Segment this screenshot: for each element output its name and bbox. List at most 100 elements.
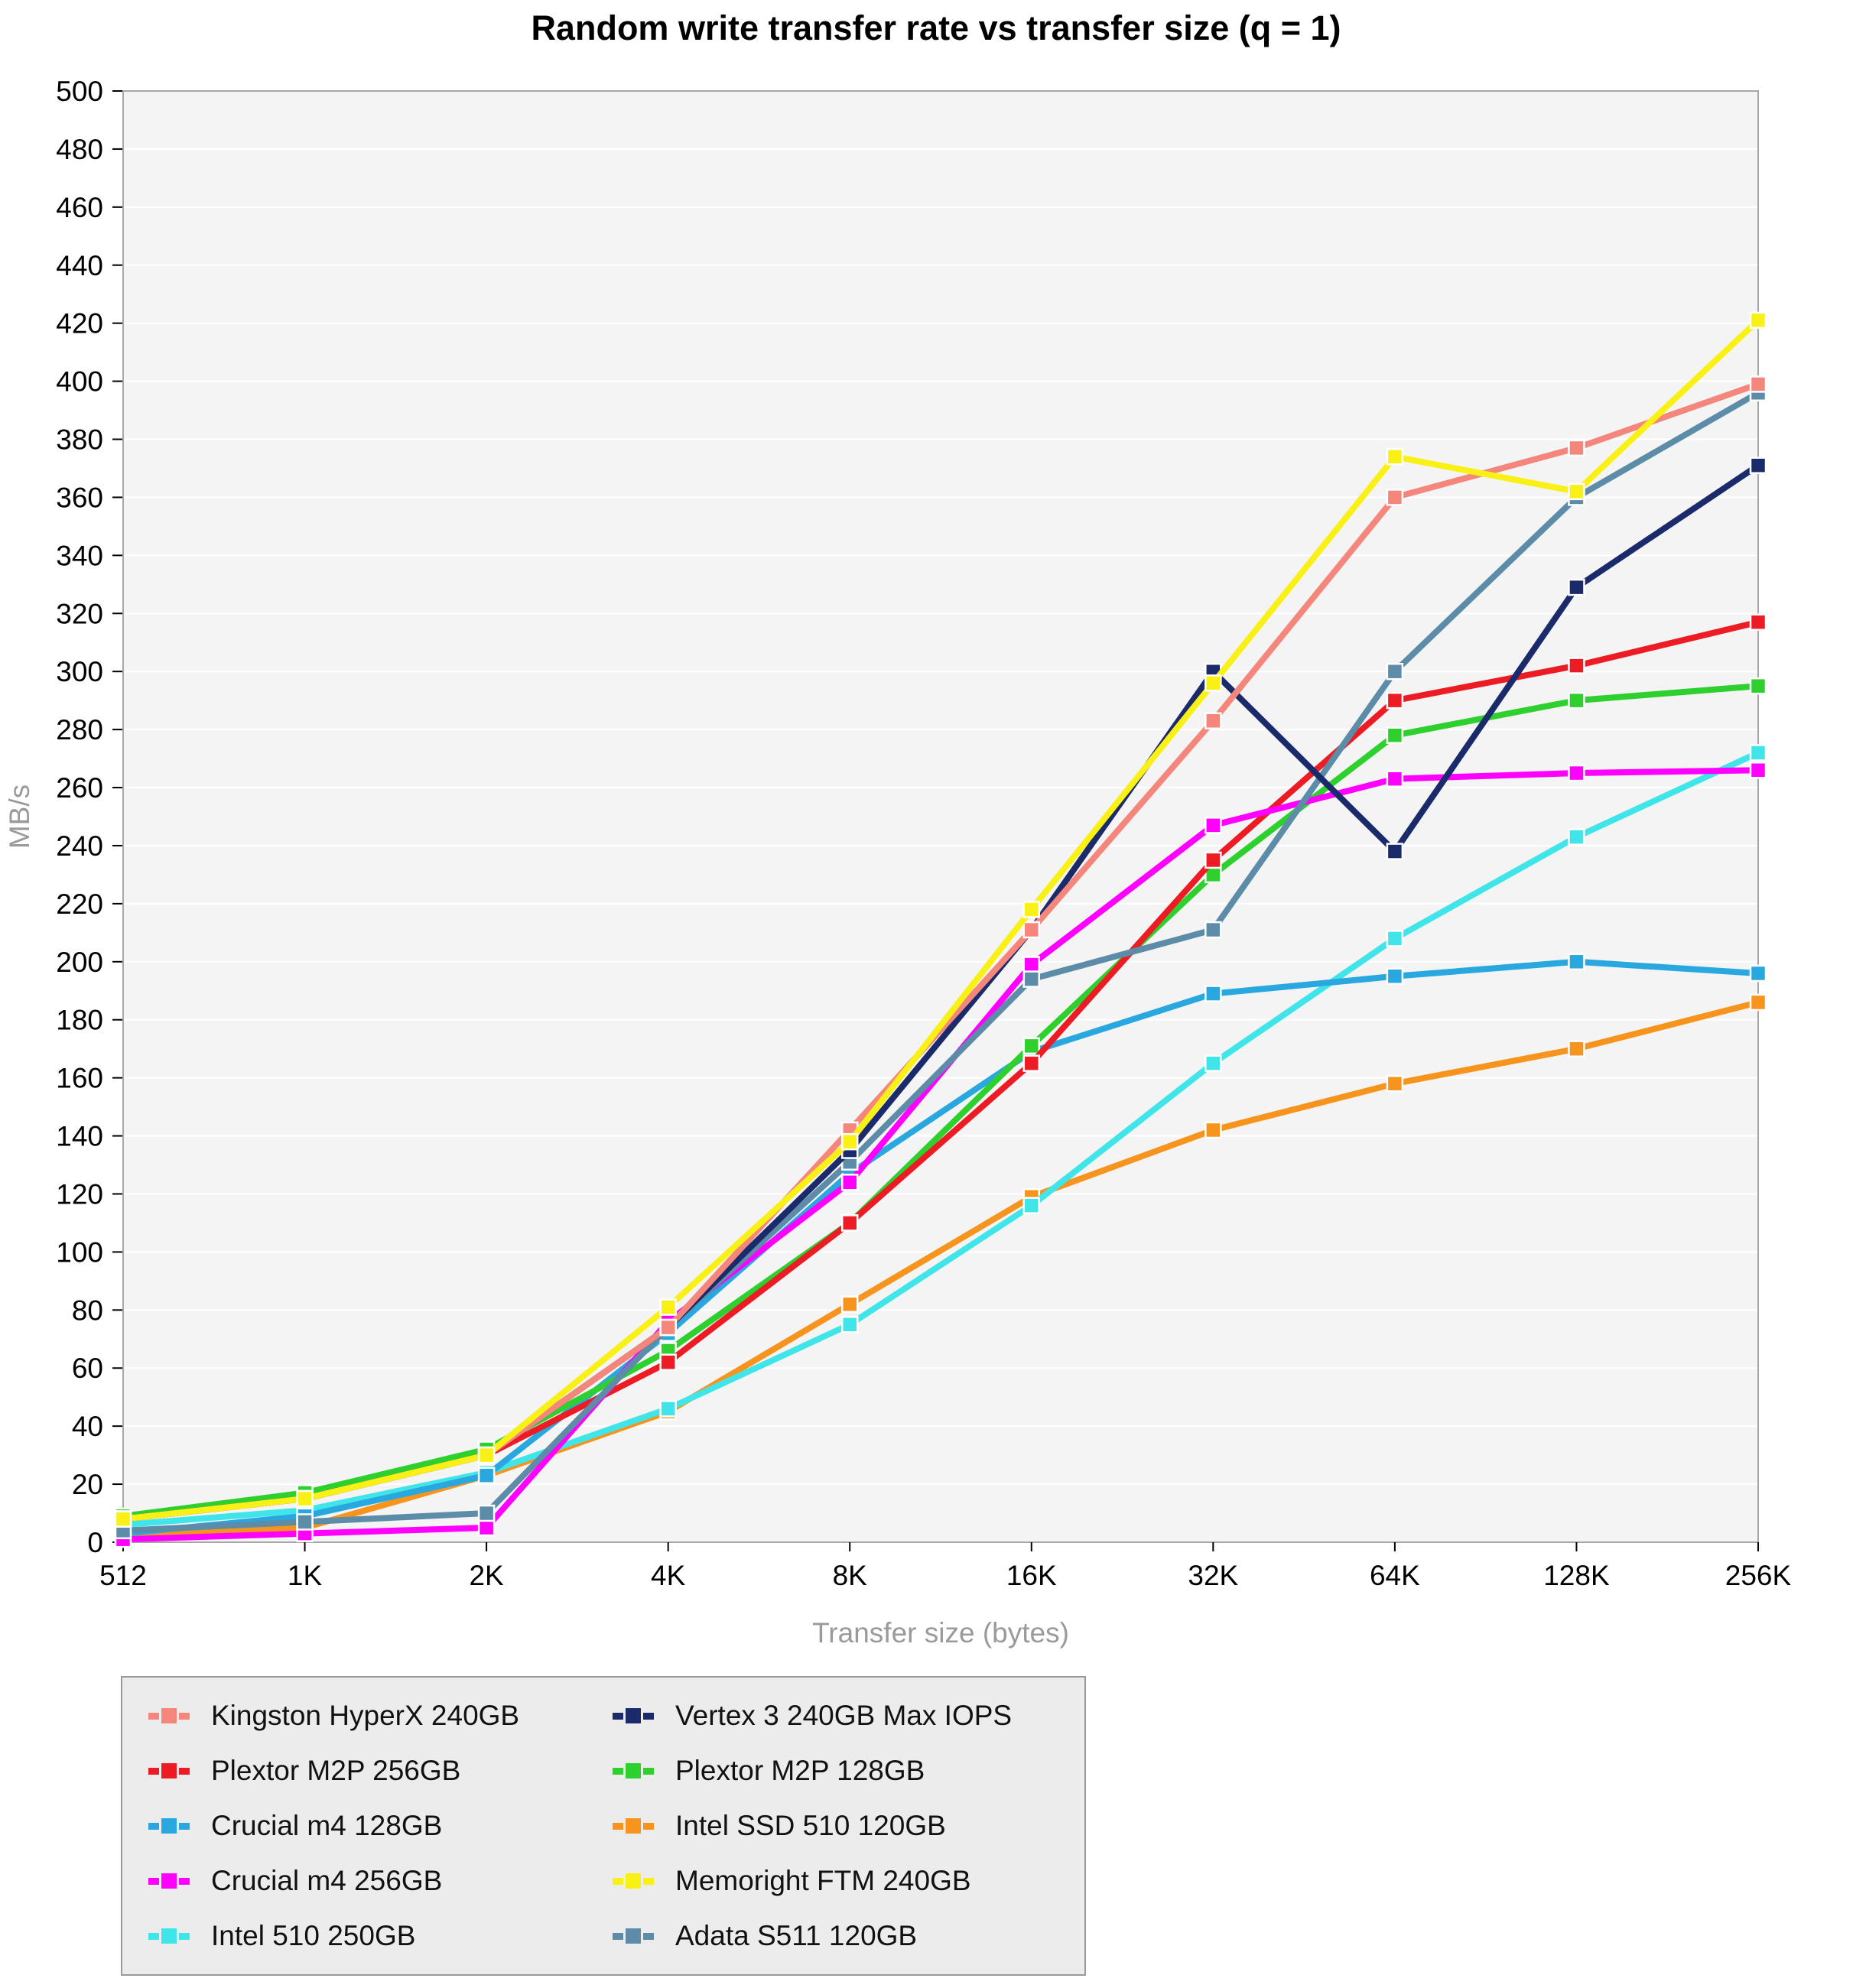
- chart-title: Random write transfer rate vs transfer s…: [531, 8, 1341, 47]
- y-tick-label: 340: [56, 540, 103, 571]
- legend-item-vertex-3-240gb-max-iops: Vertex 3 240GB Max IOPS: [613, 1688, 1077, 1743]
- x-tick-label: 16K: [1006, 1560, 1057, 1591]
- legend-line-square-icon: [148, 1706, 190, 1726]
- data-point-marker: [1568, 764, 1585, 782]
- data-point-marker: [1749, 613, 1767, 631]
- legend-item-crucial-m4-256gb: Crucial m4 256GB: [148, 1853, 613, 1908]
- data-point-marker: [1204, 921, 1222, 939]
- data-point-marker: [114, 1510, 132, 1528]
- data-point-marker: [477, 1519, 496, 1537]
- legend-label: Kingston HyperX 240GB: [211, 1700, 520, 1731]
- data-point-marker: [1204, 817, 1222, 834]
- data-point-marker: [1022, 970, 1041, 988]
- series-line: [120, 317, 1761, 1522]
- data-point-marker: [1386, 930, 1404, 947]
- y-tick-label: 200: [56, 947, 103, 978]
- y-tick-label: 380: [56, 424, 103, 456]
- series-line: [120, 958, 1761, 1537]
- legend-line-square-icon: [148, 1926, 190, 1946]
- legend-item-intel-ssd-510-120gb: Intel SSD 510 120GB: [613, 1798, 1077, 1853]
- data-point-marker: [1568, 828, 1585, 846]
- data-point-marker: [659, 1353, 677, 1371]
- data-point-marker: [296, 1513, 314, 1531]
- transfer-rate-chart: 0 20 40 60 80 100 120 140 160 180 200 220 240 260 280 3…: [4, 8, 1792, 1649]
- y-tick-label: 300: [56, 656, 103, 687]
- data-point-marker: [1204, 851, 1222, 869]
- y-tick-label: 180: [56, 1005, 103, 1036]
- x-tick-label: 1K: [288, 1560, 323, 1591]
- y-tick-label: 460: [56, 192, 103, 223]
- y-tick-label: 400: [56, 366, 103, 398]
- y-tick-label: 60: [72, 1353, 103, 1384]
- y-tick-label: 420: [56, 308, 103, 339]
- data-point-marker: [840, 1174, 859, 1191]
- x-tick-label: 4K: [651, 1560, 686, 1591]
- y-tick-label: 100: [56, 1236, 103, 1268]
- legend-label: Intel 510 250GB: [211, 1920, 416, 1951]
- data-point-marker: [1386, 967, 1404, 986]
- data-point-marker: [1386, 448, 1404, 466]
- y-tick-label: 360: [56, 482, 103, 513]
- data-point-marker: [1386, 489, 1404, 506]
- y-tick-label: 500: [56, 76, 103, 107]
- series-line: [120, 389, 1761, 1534]
- y-tick-label: 280: [56, 714, 103, 746]
- x-tick-label: 32K: [1188, 1560, 1238, 1591]
- legend-item-plextor-m2p-128gb: Plextor M2P 128GB: [613, 1743, 1077, 1798]
- y-tick-label: 260: [56, 772, 103, 804]
- legend-label: Vertex 3 240GB Max IOPS: [675, 1700, 1013, 1731]
- data-point-marker: [1022, 1197, 1041, 1214]
- y-axis-label: MB/s: [4, 784, 35, 849]
- data-point-marker: [1749, 311, 1767, 330]
- y-tick-label: 480: [56, 134, 103, 165]
- legend-label: Memoright FTM 240GB: [675, 1865, 971, 1896]
- legend-item-adata-s511-120gb: Adata S511 120GB: [613, 1908, 1077, 1964]
- data-point-marker: [1568, 691, 1585, 710]
- x-tick-label: 8K: [833, 1560, 868, 1591]
- data-point-marker: [1568, 1040, 1585, 1057]
- y-tick-label: 20: [72, 1469, 103, 1500]
- data-point-marker: [1749, 964, 1767, 983]
- x-axis-label: Transfer size (bytes): [812, 1617, 1069, 1649]
- data-point-marker: [1386, 691, 1404, 710]
- data-point-marker: [1386, 726, 1404, 744]
- plot-area: 0 20 40 60 80 100 120 140 160 180 200 220 240 260 280 3…: [56, 76, 1791, 1591]
- y-tick-label: 440: [56, 250, 103, 281]
- legend-line-square-icon: [148, 1816, 190, 1836]
- data-point-marker: [840, 1295, 859, 1313]
- data-point-marker: [1749, 375, 1767, 393]
- legend-label: Intel SSD 510 120GB: [675, 1810, 946, 1841]
- legend-line-square-icon: [613, 1871, 654, 1891]
- data-point-marker: [840, 1316, 859, 1333]
- data-point-marker: [1386, 1074, 1404, 1093]
- legend-line-square-icon: [613, 1706, 654, 1726]
- data-point-marker: [840, 1214, 859, 1232]
- y-tick-label: 240: [56, 830, 103, 862]
- legend-line-square-icon: [148, 1871, 190, 1891]
- data-point-marker: [1204, 674, 1222, 692]
- data-point-marker: [1386, 843, 1404, 860]
- data-point-marker: [1386, 662, 1404, 681]
- y-tick-label: 160: [56, 1063, 103, 1094]
- data-point-marker: [1022, 901, 1041, 918]
- data-point-marker: [1022, 956, 1041, 973]
- data-point-marker: [840, 1132, 859, 1151]
- legend-item-intel-510-250gb: Intel 510 250GB: [148, 1908, 613, 1964]
- y-tick-label: 0: [87, 1527, 103, 1558]
- data-point-marker: [1568, 439, 1585, 457]
- data-point-marker: [1204, 1121, 1222, 1139]
- data-point-marker: [1204, 1054, 1222, 1072]
- data-point-marker: [1204, 985, 1222, 1002]
- legend-item-plextor-m2p-256gb: Plextor M2P 256GB: [148, 1743, 613, 1798]
- data-point-marker: [477, 1467, 496, 1484]
- data-point-marker: [1568, 953, 1585, 971]
- legend-line-square-icon: [613, 1926, 654, 1946]
- legend-line-square-icon: [613, 1761, 654, 1781]
- legend-line-square-icon: [613, 1816, 654, 1836]
- data-point-marker: [1749, 456, 1767, 474]
- y-tick-label: 220: [56, 888, 103, 920]
- legend-item-memoright-ftm-240gb: Memoright FTM 240GB: [613, 1853, 1077, 1908]
- x-tick-label: 128K: [1543, 1560, 1610, 1591]
- data-point-marker: [1204, 712, 1222, 729]
- legend-label: Plextor M2P 128GB: [675, 1755, 925, 1786]
